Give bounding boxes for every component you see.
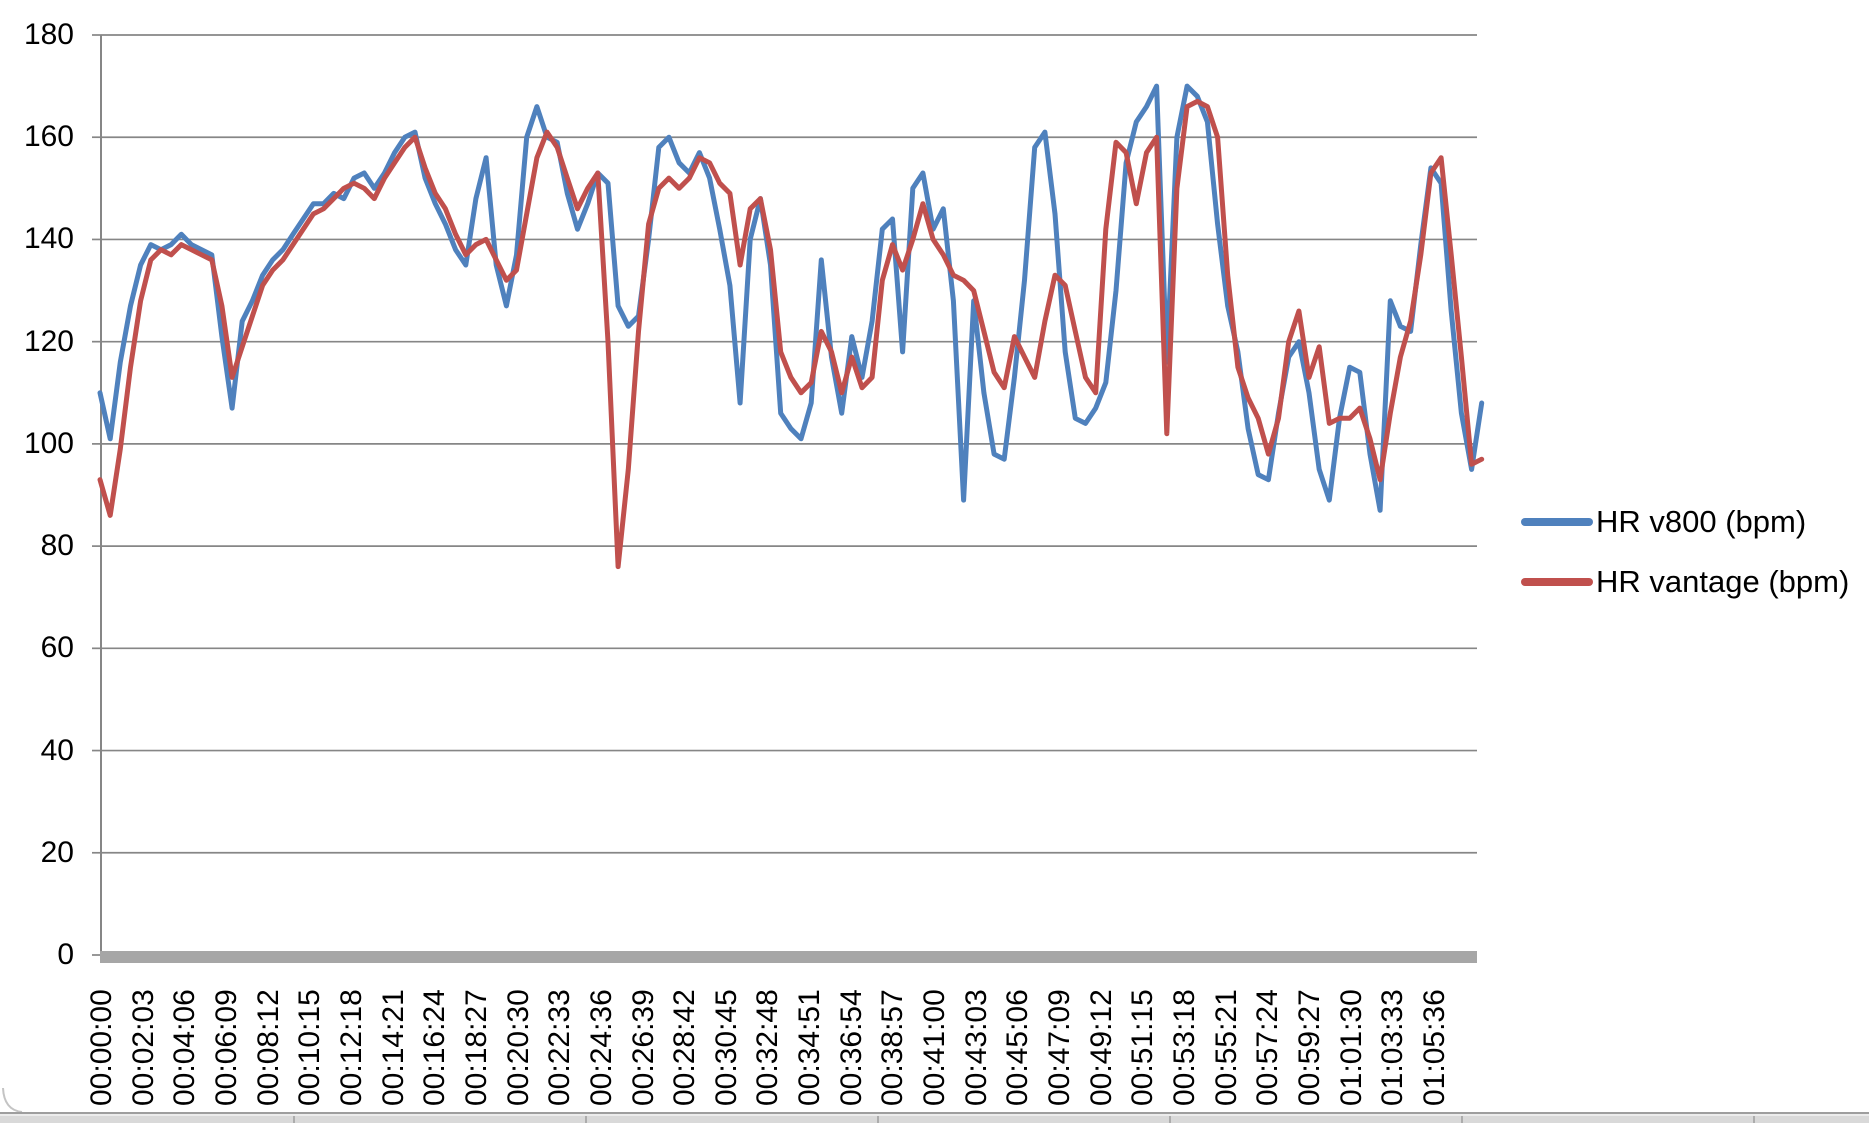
chart-corner-border	[2, 1087, 23, 1113]
x-tick-label-00:08:12: 00:08:12	[251, 989, 285, 1106]
x-axis-zero-band	[100, 951, 1477, 963]
x-tick-label-00:45:06: 00:45:06	[1001, 989, 1035, 1106]
cell-divider	[293, 1116, 295, 1123]
y-tick-label-20: 20	[40, 835, 74, 869]
legend-swatch-vantage-line	[1521, 578, 1593, 586]
x-tick-label-00:18:27: 00:18:27	[459, 989, 493, 1106]
chart-bottom-border-highlight	[0, 1114, 1869, 1116]
y-tick-label-160: 160	[23, 120, 74, 154]
x-tick-label-00:24:36: 00:24:36	[584, 989, 618, 1106]
x-tick-label-00:10:15: 00:10:15	[293, 989, 327, 1106]
x-tick-label-01:05:36: 01:05:36	[1417, 989, 1451, 1106]
x-tick-label-00:47:09: 00:47:09	[1043, 989, 1077, 1106]
series-line-vantage[interactable]	[97, 98, 1485, 570]
x-tick-label-00:41:00: 00:41:00	[918, 989, 952, 1106]
x-tick-label-00:00:00: 00:00:00	[85, 989, 118, 1106]
x-tick-label-00:36:54: 00:36:54	[834, 989, 868, 1106]
x-tick-label-00:55:21: 00:55:21	[1209, 989, 1243, 1106]
cell-divider	[585, 1116, 587, 1123]
x-tick-label-00:14:21: 00:14:21	[376, 989, 410, 1106]
cell-divider	[1461, 1116, 1463, 1123]
x-tick-label-01:01:30: 01:01:30	[1334, 989, 1368, 1106]
x-tick-label-00:04:06: 00:04:06	[168, 989, 202, 1106]
y-tick-label-100: 100	[23, 426, 74, 460]
x-tick-label-00:16:24: 00:16:24	[418, 989, 452, 1106]
x-tick-label-00:22:33: 00:22:33	[543, 989, 577, 1106]
x-tick-label-00:51:15: 00:51:15	[1126, 989, 1160, 1106]
legend-item-v800[interactable]: HR v800 (bpm)	[1521, 504, 1849, 539]
cell-divider	[1753, 1116, 1755, 1123]
x-tick-label-00:53:18: 00:53:18	[1168, 989, 1202, 1106]
x-tick-label-00:43:03: 00:43:03	[959, 989, 993, 1106]
x-tick-label-00:26:39: 00:26:39	[626, 989, 660, 1106]
x-tick-label-00:38:57: 00:38:57	[876, 989, 910, 1106]
y-tick-label-120: 120	[23, 324, 74, 358]
y-tick-label-60: 60	[40, 631, 74, 665]
legend-swatch-v800-line	[1521, 518, 1593, 526]
x-tick-label-00:59:27: 00:59:27	[1292, 989, 1326, 1106]
x-tick-label-00:20:30: 00:20:30	[501, 989, 535, 1106]
legend: HR v800 (bpm) HR vantage (bpm)	[1521, 504, 1850, 625]
y-tick-label-140: 140	[23, 222, 74, 256]
x-tick-label-00:06:09: 00:06:09	[209, 989, 243, 1106]
cell-divider	[1169, 1116, 1171, 1123]
x-tick-label-00:02:03: 00:02:03	[126, 989, 160, 1106]
x-tick-label-01:03:33: 01:03:33	[1376, 989, 1410, 1106]
y-tick-label-0: 0	[57, 938, 74, 971]
x-tick-label-00:57:24: 00:57:24	[1251, 989, 1285, 1106]
series-line-v800[interactable]	[97, 83, 1485, 513]
x-tick-label-00:28:42: 00:28:42	[668, 989, 702, 1106]
y-tick-label-40: 40	[40, 733, 74, 767]
y-tick-label-80: 80	[40, 529, 74, 563]
cell-divider	[877, 1116, 879, 1123]
chart-bottom-border	[0, 1112, 1869, 1114]
legend-label-vantage: HR vantage (bpm)	[1596, 564, 1850, 599]
y-tick-label-180: 180	[23, 18, 74, 51]
x-tick-label-00:12:18: 00:12:18	[334, 989, 368, 1106]
x-tick-label-00:32:48: 00:32:48	[751, 989, 785, 1106]
legend-item-vantage[interactable]: HR vantage (bpm)	[1521, 564, 1850, 599]
x-tick-label-00:34:51: 00:34:51	[793, 989, 827, 1106]
legend-label-v800: HR v800 (bpm)	[1596, 504, 1807, 539]
spreadsheet-row-strip[interactable]	[0, 1116, 1869, 1123]
x-tick-label-00:30:45: 00:30:45	[709, 989, 743, 1106]
x-tick-label-00:49:12: 00:49:12	[1084, 989, 1118, 1106]
